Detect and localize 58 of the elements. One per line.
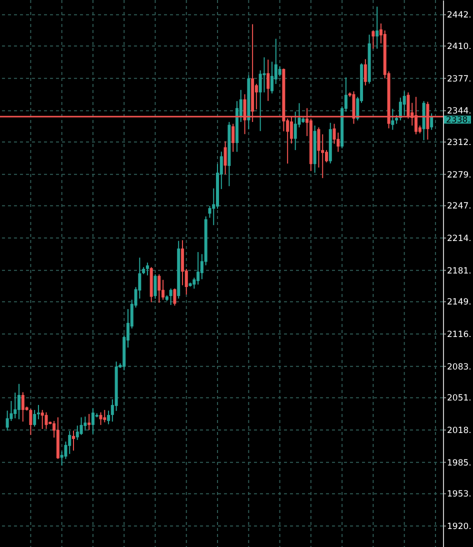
candlestick — [154, 274, 157, 300]
y-tick-label: 2051. — [447, 394, 472, 404]
y-tick-label: 1985. — [447, 458, 472, 468]
y-tick-label: 2018. — [447, 426, 472, 436]
candlestick — [103, 409, 106, 423]
y-tick-label: 2083. — [447, 362, 472, 372]
candlestick — [88, 413, 91, 430]
y-tick-label: 1920. — [447, 522, 472, 532]
y-tick-label: 2279. — [447, 170, 472, 180]
candlestick — [99, 412, 102, 426]
candlestick — [33, 409, 36, 428]
candlestick — [208, 205, 212, 218]
y-tick-label: 2116. — [447, 330, 472, 340]
candlestick — [44, 412, 48, 430]
candlestick — [270, 61, 274, 94]
candlestick — [158, 274, 161, 304]
ref-line-label: 2338. — [446, 116, 470, 126]
candlestick — [430, 112, 434, 130]
candlestick — [180, 240, 184, 286]
candlestick — [146, 262, 149, 276]
candlestick — [72, 430, 75, 452]
candlestick — [278, 66, 282, 77]
candlestick — [21, 392, 24, 422]
y-tick-label: 2149. — [447, 298, 472, 308]
candlestick — [398, 97, 402, 121]
candlestick — [364, 58, 367, 86]
y-tick-label: 2181. — [447, 266, 472, 276]
candlestick — [402, 90, 406, 116]
y-tick-label: 2377. — [447, 74, 472, 84]
candlestick — [40, 409, 44, 430]
candlestick — [18, 383, 21, 420]
candlestick — [91, 408, 94, 434]
candlestick — [266, 59, 270, 102]
candlestick — [14, 392, 17, 419]
candlestick — [84, 416, 87, 432]
candlestick — [232, 123, 235, 152]
candlestick — [391, 108, 394, 130]
candlestick — [169, 288, 172, 306]
candlestick — [224, 140, 227, 175]
candlestick — [324, 150, 328, 163]
y-tick-label: 2344. — [447, 106, 472, 117]
candlestick — [376, 6, 379, 50]
y-tick-label: 1953. — [447, 490, 472, 500]
y-tick-label: 2214. — [447, 234, 472, 244]
candlestick — [76, 425, 79, 440]
y-tick-label: 2247. — [447, 202, 472, 212]
candlestick — [173, 288, 176, 306]
candlestick — [372, 30, 375, 50]
y-tick-label: 2442. — [447, 10, 472, 21]
candlestick — [317, 126, 320, 168]
y-tick-label: 2312. — [447, 138, 472, 148]
candlestick — [29, 408, 32, 436]
candlestick — [196, 252, 200, 286]
candlestick — [107, 410, 110, 425]
candlestick — [162, 279, 165, 300]
candlestick — [80, 416, 83, 436]
y-tick-label: 2410. — [447, 42, 472, 52]
candlestick — [68, 430, 72, 454]
